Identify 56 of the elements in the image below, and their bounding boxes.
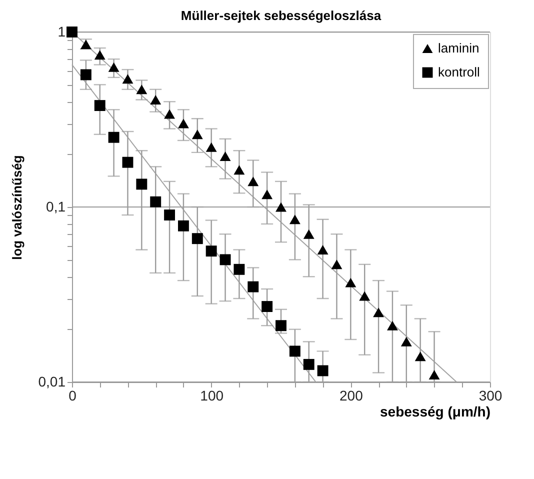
point	[108, 62, 120, 72]
y-tick-label: 0,01	[38, 374, 66, 390]
point	[94, 100, 106, 112]
point	[428, 370, 440, 380]
point	[359, 291, 370, 301]
point	[289, 214, 300, 224]
point	[94, 50, 106, 60]
x-axis-title: sebesség (μm/h)	[380, 404, 490, 420]
x-tick-label: 100	[200, 388, 224, 404]
point	[400, 336, 412, 346]
point	[317, 244, 328, 254]
point	[303, 358, 314, 370]
point	[234, 264, 245, 275]
point	[262, 190, 273, 200]
point	[220, 254, 231, 266]
y-axis-title: log valószínűség	[9, 155, 24, 260]
point	[66, 26, 78, 38]
y-tick-label: 0,1	[46, 198, 66, 214]
point	[303, 229, 314, 239]
point	[276, 320, 286, 332]
point	[373, 308, 384, 318]
point	[178, 118, 189, 128]
y-tick-label: 1	[58, 24, 66, 40]
legend-label: kontroll	[438, 64, 480, 80]
point	[136, 178, 148, 190]
point	[122, 156, 134, 168]
legend-label: laminin	[438, 40, 480, 56]
point	[317, 365, 328, 376]
point	[248, 281, 259, 292]
point	[80, 69, 92, 80]
point	[206, 142, 217, 152]
point	[345, 278, 356, 288]
point	[178, 220, 189, 232]
point	[234, 165, 245, 175]
point	[386, 320, 398, 330]
point	[289, 346, 300, 357]
x-tick-label: 300	[478, 388, 502, 404]
point	[206, 246, 217, 257]
point	[150, 196, 162, 208]
x-tick-label: 200	[339, 388, 364, 404]
point	[192, 233, 203, 244]
point	[150, 95, 162, 105]
point	[276, 202, 286, 212]
point	[248, 176, 259, 186]
point	[262, 301, 273, 312]
point	[108, 132, 120, 143]
point	[164, 109, 176, 119]
x-tick-label: 0	[68, 388, 77, 404]
point	[331, 260, 342, 270]
point	[122, 74, 134, 84]
point	[414, 352, 426, 362]
point	[164, 210, 176, 220]
point	[136, 84, 148, 94]
chart-title: Müller-sejtek sebességeloszlása	[180, 8, 382, 23]
point	[220, 152, 231, 161]
point	[192, 130, 203, 140]
